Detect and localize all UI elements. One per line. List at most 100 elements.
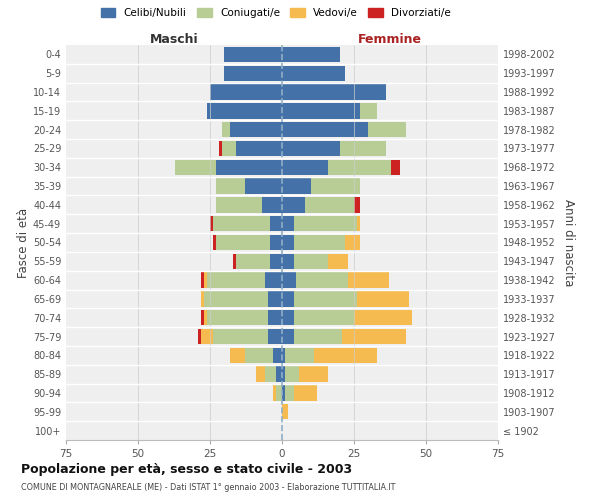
Bar bbox=[285, 386, 293, 400]
Bar bbox=[368, 122, 406, 138]
Bar bbox=[282, 178, 311, 194]
Bar bbox=[282, 386, 285, 400]
Bar bbox=[293, 254, 328, 269]
Bar bbox=[271, 235, 282, 250]
Bar bbox=[268, 291, 282, 306]
Bar bbox=[282, 329, 293, 344]
Bar bbox=[265, 272, 282, 288]
Bar bbox=[293, 329, 343, 344]
Bar bbox=[360, 103, 377, 118]
Bar bbox=[175, 160, 216, 175]
Bar bbox=[391, 160, 400, 175]
Bar bbox=[346, 235, 360, 250]
Bar bbox=[343, 329, 406, 344]
Bar bbox=[256, 366, 265, 382]
Bar bbox=[282, 84, 386, 100]
Bar bbox=[216, 235, 271, 250]
Bar bbox=[202, 329, 213, 344]
Bar bbox=[282, 197, 305, 212]
Bar bbox=[340, 140, 386, 156]
Bar bbox=[224, 46, 282, 62]
Text: Popolazione per età, sesso e stato civile - 2003: Popolazione per età, sesso e stato civil… bbox=[21, 462, 352, 475]
Bar bbox=[271, 216, 282, 232]
Bar bbox=[265, 366, 276, 382]
Bar bbox=[230, 122, 282, 138]
Bar bbox=[202, 291, 204, 306]
Bar bbox=[199, 329, 202, 344]
Bar bbox=[213, 216, 271, 232]
Bar bbox=[282, 366, 285, 382]
Bar bbox=[282, 160, 328, 175]
Bar bbox=[216, 178, 245, 194]
Bar bbox=[282, 46, 340, 62]
Bar bbox=[207, 272, 265, 288]
Bar bbox=[282, 235, 293, 250]
Bar bbox=[268, 329, 282, 344]
Bar bbox=[354, 197, 360, 212]
Bar bbox=[224, 66, 282, 81]
Bar bbox=[268, 310, 282, 326]
Bar bbox=[271, 254, 282, 269]
Bar bbox=[236, 140, 282, 156]
Bar bbox=[282, 254, 293, 269]
Bar bbox=[274, 348, 282, 363]
Bar bbox=[210, 84, 282, 100]
Y-axis label: Fasce di età: Fasce di età bbox=[17, 208, 30, 278]
Bar bbox=[282, 66, 346, 81]
Bar bbox=[202, 272, 204, 288]
Bar bbox=[276, 366, 282, 382]
Bar bbox=[293, 235, 346, 250]
Bar bbox=[282, 216, 293, 232]
Text: Femmine: Femmine bbox=[358, 33, 422, 46]
Legend: Celibi/Nubili, Coniugati/e, Vedovi/e, Divorziati/e: Celibi/Nubili, Coniugati/e, Vedovi/e, Di… bbox=[101, 8, 451, 18]
Y-axis label: Anni di nascita: Anni di nascita bbox=[562, 199, 575, 286]
Text: COMUNE DI MONTAGNAREALE (ME) - Dati ISTAT 1° gennaio 2003 - Elaborazione TUTTITA: COMUNE DI MONTAGNAREALE (ME) - Dati ISTA… bbox=[21, 484, 395, 492]
Bar bbox=[276, 386, 282, 400]
Bar bbox=[245, 348, 274, 363]
Bar bbox=[305, 197, 354, 212]
Bar bbox=[216, 197, 262, 212]
Bar bbox=[221, 140, 236, 156]
Bar bbox=[328, 160, 391, 175]
Bar bbox=[357, 216, 360, 232]
Bar bbox=[282, 122, 368, 138]
Bar bbox=[204, 310, 207, 326]
Bar bbox=[282, 140, 340, 156]
Bar bbox=[314, 348, 377, 363]
Bar bbox=[282, 103, 360, 118]
Bar bbox=[274, 386, 276, 400]
Bar bbox=[354, 310, 412, 326]
Bar bbox=[216, 160, 282, 175]
Bar bbox=[245, 178, 282, 194]
Bar bbox=[210, 216, 213, 232]
Bar bbox=[348, 272, 389, 288]
Bar bbox=[293, 386, 317, 400]
Bar bbox=[204, 272, 207, 288]
Bar bbox=[282, 272, 296, 288]
Bar bbox=[293, 291, 357, 306]
Bar bbox=[230, 348, 245, 363]
Bar bbox=[282, 404, 288, 419]
Bar bbox=[293, 310, 354, 326]
Bar bbox=[311, 178, 360, 194]
Bar bbox=[282, 348, 285, 363]
Bar bbox=[328, 254, 348, 269]
Bar bbox=[207, 103, 282, 118]
Bar bbox=[285, 348, 314, 363]
Bar bbox=[236, 254, 271, 269]
Bar bbox=[204, 291, 268, 306]
Bar bbox=[221, 122, 230, 138]
Bar bbox=[282, 291, 293, 306]
Bar bbox=[233, 254, 236, 269]
Bar bbox=[293, 216, 357, 232]
Bar bbox=[207, 310, 268, 326]
Bar bbox=[262, 197, 282, 212]
Bar bbox=[213, 329, 268, 344]
Bar bbox=[296, 272, 348, 288]
Bar bbox=[202, 310, 204, 326]
Bar bbox=[285, 366, 299, 382]
Bar bbox=[299, 366, 328, 382]
Bar bbox=[213, 235, 216, 250]
Bar bbox=[218, 140, 221, 156]
Bar bbox=[357, 291, 409, 306]
